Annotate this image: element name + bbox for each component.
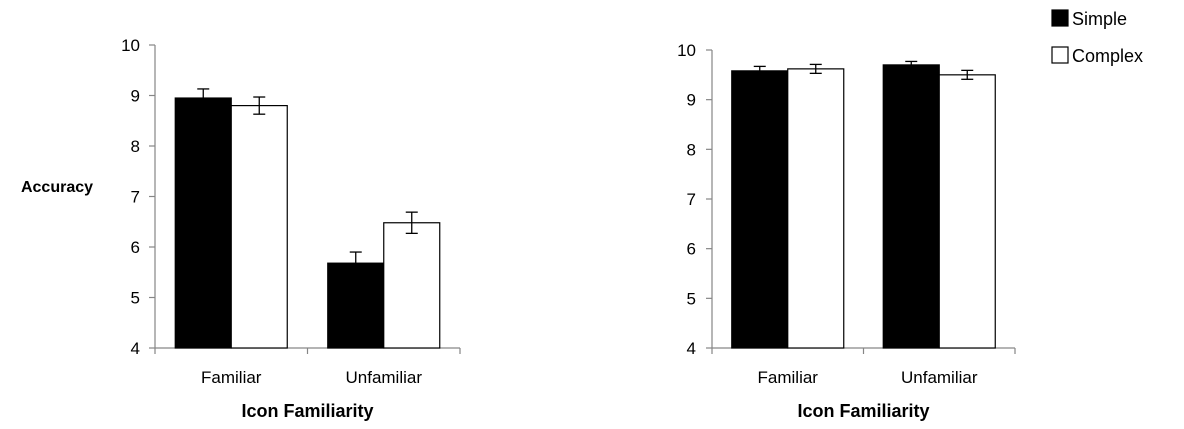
y-tick-label: 6 bbox=[687, 240, 696, 259]
y-tick-label: 5 bbox=[131, 289, 140, 308]
legend-label-complex: Complex bbox=[1072, 46, 1143, 66]
x-category-label: Unfamiliar bbox=[345, 368, 422, 387]
bar-simple-familiar bbox=[731, 70, 789, 349]
y-tick-label: 7 bbox=[131, 188, 140, 207]
y-tick-label: 8 bbox=[131, 137, 140, 156]
y-tick-label: 10 bbox=[121, 36, 140, 55]
x-category-label: Unfamiliar bbox=[901, 368, 978, 387]
x-category-label: Familiar bbox=[758, 368, 819, 387]
x-axis-title: Icon Familiarity bbox=[241, 401, 373, 421]
y-tick-label: 9 bbox=[131, 87, 140, 106]
y-tick-label: 6 bbox=[131, 238, 140, 257]
legend-label-simple: Simple bbox=[1072, 9, 1127, 29]
y-tick-label: 10 bbox=[677, 41, 696, 60]
left-chart-panel: 4 5 6 7 8 9 10 Familiar Unfamiliar Icon Familiari… bbox=[21, 36, 461, 421]
y-tick-label: 7 bbox=[687, 190, 696, 209]
bar-complex-familiar bbox=[787, 68, 845, 349]
x-axis-title: Icon Familiarity bbox=[797, 401, 929, 421]
y-axis-title: Accuracy bbox=[21, 179, 93, 196]
legend-swatch-simple bbox=[1051, 9, 1069, 27]
bar-complex-unfamiliar bbox=[383, 222, 441, 349]
legend-swatch-complex bbox=[1051, 46, 1069, 64]
right-chart-panel: 4 5 6 7 8 9 10 Familiar Unfamiliar Icon Familiari… bbox=[677, 41, 1016, 421]
y-tick-label: 5 bbox=[687, 289, 696, 308]
y-tick-label: 4 bbox=[687, 339, 696, 358]
bar-complex-familiar bbox=[230, 104, 288, 349]
bar-complex-unfamiliar bbox=[938, 74, 996, 349]
bar-simple-unfamiliar bbox=[327, 262, 385, 349]
bar-simple-familiar bbox=[174, 97, 232, 349]
bar-simple-unfamiliar bbox=[882, 64, 940, 349]
legend: Simple Complex bbox=[1051, 9, 1143, 66]
y-tick-label: 9 bbox=[687, 91, 696, 110]
x-category-label: Familiar bbox=[201, 368, 262, 387]
y-tick-label: 4 bbox=[131, 339, 140, 358]
y-tick-label: 8 bbox=[687, 140, 696, 159]
